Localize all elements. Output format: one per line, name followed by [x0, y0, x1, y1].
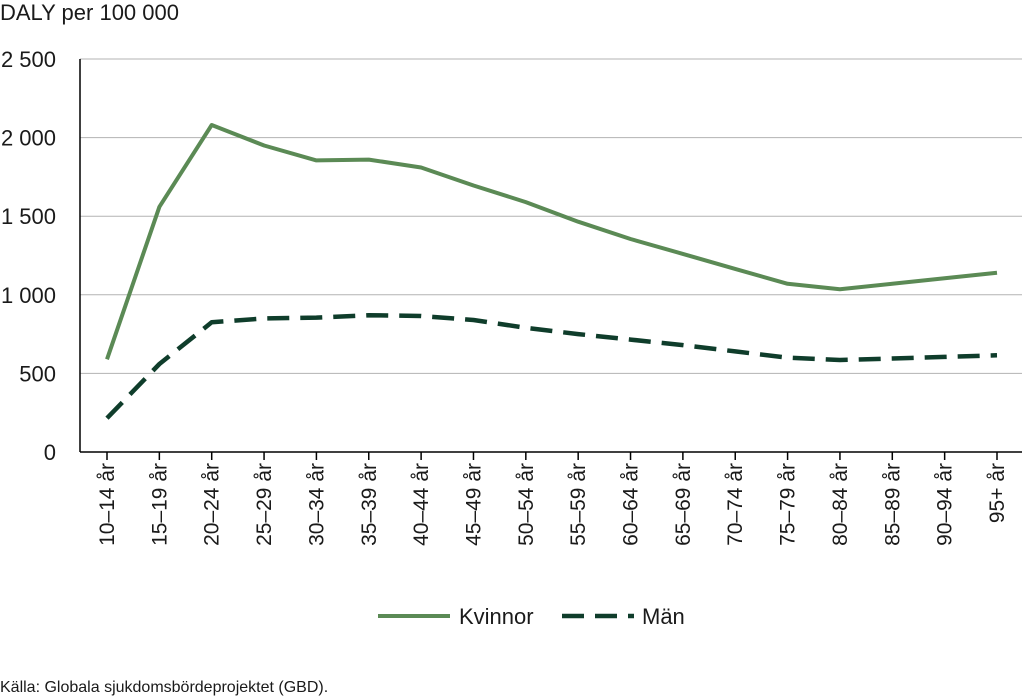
x-tick-label: 60–64 år: [620, 463, 643, 546]
x-tick-label: 50–54 år: [515, 463, 538, 546]
y-axis-label: DALY per 100 000: [0, 0, 179, 25]
x-tick-label: 75–79 år: [777, 463, 800, 546]
series-line-kvinnor: [105, 123, 998, 360]
y-tick-label: 2 000: [1, 126, 56, 151]
x-tick-label: 65–69 år: [672, 463, 695, 546]
x-tick-label: 80–84 år: [829, 463, 852, 546]
y-tick-labels: 0 500 1 000 1 500 2 000 2 500: [1, 47, 56, 465]
legend-label-man: Män: [642, 604, 685, 629]
x-tick-label: 85–89 år: [881, 463, 904, 546]
x-tick-marks: [106, 452, 998, 460]
x-tick-label: 45–49 år: [462, 463, 485, 546]
y-tick-label: 1 000: [1, 283, 56, 308]
x-tick-label: 30–34 år: [305, 463, 328, 546]
legend: Kvinnor Män: [378, 604, 685, 629]
series-lines: [105, 123, 998, 420]
source-note: Källa: Globala sjukdomsbördeprojektet (G…: [0, 679, 328, 696]
x-tick-label: 95+ år: [986, 463, 1009, 523]
x-tick-label: 20–24 år: [201, 463, 224, 546]
x-tick-label: 15–19 år: [148, 463, 171, 546]
gridlines: [80, 58, 1022, 374]
x-tick-label: 25–29 år: [253, 463, 276, 546]
x-tick-label: 40–44 år: [410, 463, 433, 546]
x-tick-label: 10–14 år: [96, 463, 119, 546]
x-tick-label: 35–39 år: [358, 463, 381, 546]
legend-label-kvinnor: Kvinnor: [459, 604, 534, 629]
y-tick-label: 0: [44, 440, 56, 465]
y-tick-label: 1 500: [1, 204, 56, 229]
y-tick-label: 500: [19, 361, 56, 386]
x-tick-labels: 10–14 år 15–19 år 20–24 år 25–29 år 30–34 år…: [96, 463, 1009, 546]
x-tick-label: 55–59 år: [567, 463, 590, 546]
series-line-man: [105, 312, 998, 420]
y-tick-label: 2 500: [1, 47, 56, 72]
x-tick-label: 90–94 år: [934, 463, 957, 546]
x-tick-label: 70–74 år: [724, 463, 747, 546]
